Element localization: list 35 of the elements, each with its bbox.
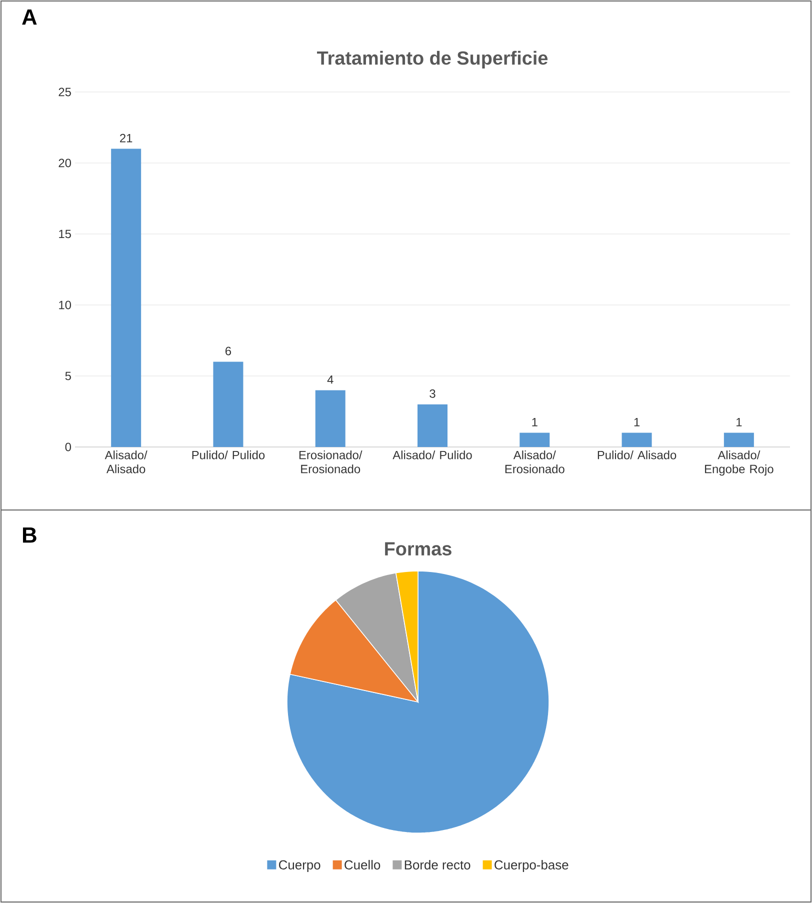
y-tick-label: 0 bbox=[65, 442, 72, 452]
x-tick-label: Erosionado/ Erosionado bbox=[299, 450, 362, 474]
data-label: 6 bbox=[226, 346, 232, 356]
chart-title: Formas bbox=[385, 542, 452, 556]
y-tick-label: 25 bbox=[58, 88, 71, 96]
data-label: 3 bbox=[430, 389, 436, 398]
bar bbox=[111, 148, 142, 447]
data-label: 1 bbox=[736, 418, 742, 426]
bar bbox=[418, 404, 448, 447]
data-label: 21 bbox=[120, 134, 132, 142]
text: B bbox=[22, 528, 36, 543]
data-label: 4 bbox=[327, 375, 334, 384]
x-tick-label: Alisado/ Pulido bbox=[392, 450, 472, 460]
bar bbox=[315, 390, 346, 447]
y-tick-label: 10 bbox=[59, 300, 72, 310]
bar bbox=[213, 362, 244, 447]
x-tick-label: Alisado/ Erosionado bbox=[505, 450, 564, 474]
legend-label: Cuerpo bbox=[278, 860, 320, 872]
x-tick-label: Pulido/ Alisado bbox=[598, 450, 676, 460]
x-tick-label: Pulido/ Pulido bbox=[192, 450, 265, 460]
data-label: 1 bbox=[634, 418, 640, 426]
legend-label: Cuello bbox=[344, 860, 380, 870]
y-tick-label: 15 bbox=[59, 230, 71, 238]
legend-label: Borde recto bbox=[404, 860, 470, 870]
text: A bbox=[22, 10, 37, 25]
x-tick-label: Alisado/ Alisado bbox=[104, 450, 148, 474]
x-tick-label: Alisado/ Engobe Rojo bbox=[705, 450, 774, 476]
y-tick-label: 5 bbox=[65, 372, 71, 380]
bar bbox=[520, 432, 550, 447]
y-tick-label: 20 bbox=[58, 158, 72, 168]
chart-title: Tratamiento de Superficie bbox=[317, 50, 548, 68]
legend-label: Cuerpo-base bbox=[494, 860, 568, 872]
data-label: 1 bbox=[532, 418, 538, 426]
bar bbox=[724, 432, 754, 447]
bar bbox=[622, 432, 652, 447]
